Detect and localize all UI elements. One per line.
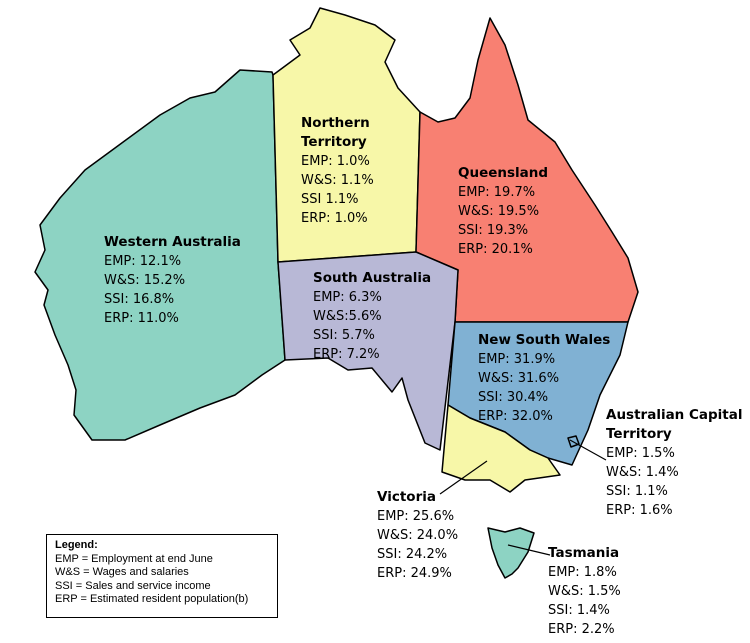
stat-ws: W&S: 31.6%	[478, 371, 560, 386]
stat-emp: EMP: 6.3%	[313, 290, 382, 305]
region-tasmania[interactable]	[487, 527, 535, 579]
state-name: South Australia	[313, 270, 432, 286]
state-name-line-1: Northern	[301, 115, 370, 131]
legend-item: SSI = Sales and service income	[55, 579, 211, 592]
stat-ws: W&S: 19.5%	[458, 204, 540, 219]
stat-ssi: SSI 1.1%	[301, 192, 359, 207]
stat-ssi: SSI: 19.3%	[458, 223, 529, 238]
stat-ssi: SSI: 1.4%	[548, 603, 610, 618]
stat-erp: ERP: 32.0%	[478, 409, 553, 424]
region-western-australia[interactable]	[34, 69, 286, 441]
state-name: New South Wales	[478, 332, 611, 348]
label-western-australia: Western Australia EMP: 12.1% W&S: 15.2% …	[104, 233, 241, 328]
stat-ws: W&S: 24.0%	[377, 528, 459, 543]
state-name-line-2: Territory	[606, 426, 672, 442]
stat-emp: EMP: 1.8%	[548, 565, 617, 580]
stat-erp: ERP: 1.0%	[301, 211, 368, 226]
legend-item: EMP = Employment at end June	[55, 552, 213, 565]
label-northern-territory: Northern Territory EMP: 1.0% W&S: 1.1% S…	[301, 114, 374, 228]
state-name-line-2: Territory	[301, 134, 367, 150]
state-name: Western Australia	[104, 234, 241, 250]
stat-ssi: SSI: 1.1%	[606, 484, 668, 499]
stat-erp: ERP: 11.0%	[104, 311, 179, 326]
stat-emp: EMP: 1.0%	[301, 154, 370, 169]
label-queensland: Queensland EMP: 19.7% W&S: 19.5% SSI: 19…	[458, 164, 548, 259]
stat-erp: ERP: 2.2%	[548, 622, 615, 637]
stat-erp: ERP: 20.1%	[458, 242, 533, 257]
state-name: Tasmania	[548, 545, 620, 561]
legend-title: Legend:	[55, 539, 98, 551]
stat-emp: EMP: 19.7%	[458, 185, 536, 200]
state-name: Victoria	[377, 489, 436, 505]
stat-ws: W&S:5.6%	[313, 309, 382, 324]
legend-item: ERP = Estimated resident population(b)	[55, 593, 249, 605]
stat-emp: EMP: 1.5%	[606, 446, 675, 461]
stat-ssi: SSI: 5.7%	[313, 328, 375, 343]
pointer-line-victoria	[439, 460, 488, 495]
label-new-south-wales: New South Wales EMP: 31.9% W&S: 31.6% SS…	[478, 331, 610, 426]
stat-emp: EMP: 31.9%	[478, 352, 556, 367]
label-south-australia: South Australia EMP: 6.3% W&S:5.6% SSI: …	[313, 269, 431, 364]
stat-erp: ERP: 1.6%	[606, 503, 673, 518]
region-south-australia[interactable]	[277, 251, 459, 451]
stat-ssi: SSI: 16.8%	[104, 292, 175, 307]
stat-erp: ERP: 7.2%	[313, 347, 380, 362]
label-victoria: Victoria EMP: 25.6% W&S: 24.0% SSI: 24.2…	[377, 488, 458, 583]
legend-box: Legend: EMP = Employment at end June W&S…	[46, 534, 278, 618]
stat-ws: W&S: 1.5%	[548, 584, 621, 599]
state-name-line-1: Australian Capital	[606, 407, 743, 423]
label-act: Australian Capital Territory EMP: 1.5% W…	[606, 406, 743, 520]
pointer-line-act	[569, 439, 607, 461]
pointer-line-tasmania	[507, 544, 551, 556]
label-tasmania: Tasmania EMP: 1.8% W&S: 1.5% SSI: 1.4% E…	[548, 544, 621, 639]
stat-erp: ERP: 24.9%	[377, 566, 452, 581]
stat-ws: W&S: 1.4%	[606, 465, 679, 480]
stat-ws: W&S: 1.1%	[301, 173, 374, 188]
stat-emp: EMP: 12.1%	[104, 254, 182, 269]
stat-ssi: SSI: 24.2%	[377, 547, 448, 562]
legend-item: W&S = Wages and salaries	[55, 566, 189, 578]
stat-ws: W&S: 15.2%	[104, 273, 186, 288]
stat-emp: EMP: 25.6%	[377, 509, 455, 524]
state-name: Queensland	[458, 165, 549, 181]
stat-ssi: SSI: 30.4%	[478, 390, 549, 405]
